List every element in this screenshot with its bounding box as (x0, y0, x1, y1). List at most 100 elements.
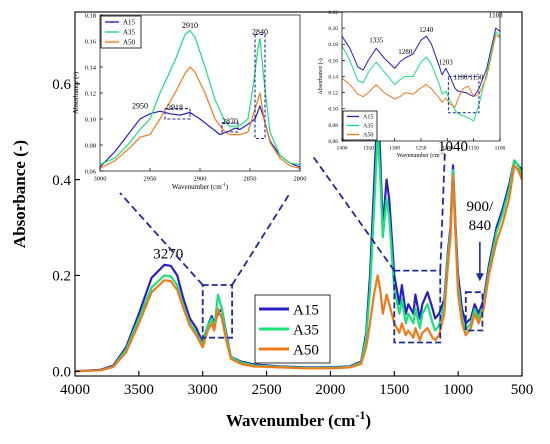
peak-label: 1335 (369, 37, 384, 45)
zoom-connector (439, 148, 446, 271)
peak-label: 900/ (467, 199, 495, 215)
zoom-box (164, 108, 191, 120)
x-axis-label: Wavenumber (cm-1) (226, 408, 371, 430)
x-tick-label: 1300 (389, 146, 400, 152)
y-tick-label: 0.16 (85, 38, 97, 45)
zoom-connector (231, 192, 291, 286)
y-tick-label: 0.0 (52, 364, 71, 380)
legend-label-a15: A15 (363, 115, 373, 121)
series-line-a15 (74, 101, 523, 373)
series-line-a35 (99, 30, 301, 166)
x-tick-label: 2000 (315, 382, 345, 398)
y-tick-label: 0.10 (328, 107, 338, 113)
y-axis-label: Absorbance (-) (72, 71, 80, 114)
y-tick-label: 0.6 (52, 77, 71, 93)
legend: A15 A35 A50 (254, 294, 331, 364)
y-tick-label: 0.08 (328, 123, 338, 129)
y-tick-label: 0.18 (85, 12, 96, 19)
zoom-box (447, 76, 480, 114)
x-tick-label: 1100 (495, 146, 506, 152)
peak-label: 1240 (419, 26, 434, 34)
x-tick-label: 500 (511, 382, 534, 398)
zoom-box (393, 269, 442, 344)
legend-label-a35: A35 (363, 124, 373, 130)
series-line-a15 (341, 27, 501, 98)
zoom-box (464, 291, 484, 332)
legend-label-a35: A35 (293, 322, 319, 338)
peak-label: 2918 (167, 103, 183, 112)
x-axis-label: Wavenumber (cm-1) (172, 183, 229, 191)
legend: A15 A35 A50 (342, 110, 378, 141)
x-tick-label: 1150 (468, 146, 479, 152)
arrow-head (475, 273, 484, 282)
peak-label: 2950 (132, 102, 148, 111)
x-tick-label: 1200 (442, 146, 453, 152)
y-tick-label: 0.10 (85, 116, 96, 123)
x-tick-label: 2950 (144, 176, 157, 183)
y-tick-label: 0.06 (85, 168, 97, 175)
x-axis-label: Wavenumber (cm-1) (397, 151, 445, 159)
x-tick-label: 1000 (443, 382, 473, 398)
x-tick-label: 2900 (194, 176, 207, 183)
y-tick-label: 0.20 (328, 26, 338, 32)
x-tick-label: 3500 (124, 382, 154, 398)
peak-label: 2870 (222, 117, 238, 126)
x-tick-label: 2800 (294, 176, 307, 183)
y-tick-label: 0.4 (52, 173, 71, 189)
zoom-connector (311, 154, 396, 272)
legend-label-a50: A50 (123, 38, 136, 46)
peak-label: 840 (469, 218, 492, 234)
y-tick-label: 0.14 (85, 64, 97, 71)
series-line-a35 (74, 130, 524, 373)
x-tick-label: 3000 (188, 382, 218, 398)
peak-label: 1280 (398, 48, 413, 56)
legend-label-a15: A15 (293, 302, 319, 318)
plot-frame (74, 11, 523, 377)
y-tick-label: 0.12 (85, 90, 96, 97)
series-line-a50 (74, 164, 524, 373)
main-plot: 4000 3500 3000 2500 2000 1500 1000 500 0.0 0.2 0.4… (10, 11, 534, 430)
y-tick-label: 0.08 (85, 142, 96, 149)
y-axis-label: Absorbance (-) (10, 140, 29, 248)
x-tick-label: 1400 (337, 146, 348, 152)
y-tick-label: 0.14 (328, 74, 338, 80)
x-tick-label: 3000 (94, 176, 107, 183)
zoom-connector-lines (119, 148, 446, 286)
legend: A15 A35 A50 (100, 15, 142, 49)
legend-label-a50: A50 (363, 133, 373, 139)
x-tick-label: 2500 (252, 382, 282, 398)
y-tick-label: 0.16 (328, 58, 338, 64)
x-tick-label: 1250 (416, 146, 427, 152)
series-line-a35 (341, 30, 501, 122)
y-axis-label: Absorbance (-) (317, 58, 324, 94)
y-tick-label: 0.22 (328, 10, 338, 16)
zoom-box (254, 33, 266, 140)
peak-label: 1040 (438, 139, 468, 155)
peak-label: 1180/1150 (454, 74, 484, 82)
peak-label: 3270 (153, 247, 183, 263)
peak-label: 1108 (489, 12, 503, 20)
peak-label: 1203 (439, 58, 454, 66)
legend-label-a50: A50 (293, 342, 319, 358)
zoom-box (221, 122, 239, 133)
x-tick-label: 1350 (363, 146, 374, 152)
legend-label-a35: A35 (123, 28, 136, 36)
series-line-a50 (341, 34, 501, 108)
y-tick-label: 0.2 (52, 269, 71, 285)
x-tick-label: 4000 (60, 382, 90, 398)
y-tick-label: 0.06 (328, 139, 338, 145)
x-tick-label: 1500 (379, 382, 409, 398)
zoom-box (201, 284, 233, 339)
inset-plot-ch-stretch: 3000 2950 2900 2850 2800 0.06 0.08 0.10 0.12 0.14… (72, 12, 307, 191)
zoom-connector (119, 192, 204, 286)
y-tick-label: 0.18 (328, 42, 338, 48)
peak-label: 2840 (252, 28, 268, 37)
inset-plot-fingerprint: 1400 1350 1300 1250 1200 1150 1100 0.06 0.08 0.10… (317, 10, 506, 159)
arrow-900-840 (475, 241, 484, 282)
legend-label-a15: A15 (123, 18, 136, 26)
series-line-a50 (99, 66, 301, 169)
y-tick-label: 0.12 (328, 91, 338, 97)
peak-label: 2910 (182, 21, 198, 30)
x-tick-label: 2850 (244, 176, 257, 183)
